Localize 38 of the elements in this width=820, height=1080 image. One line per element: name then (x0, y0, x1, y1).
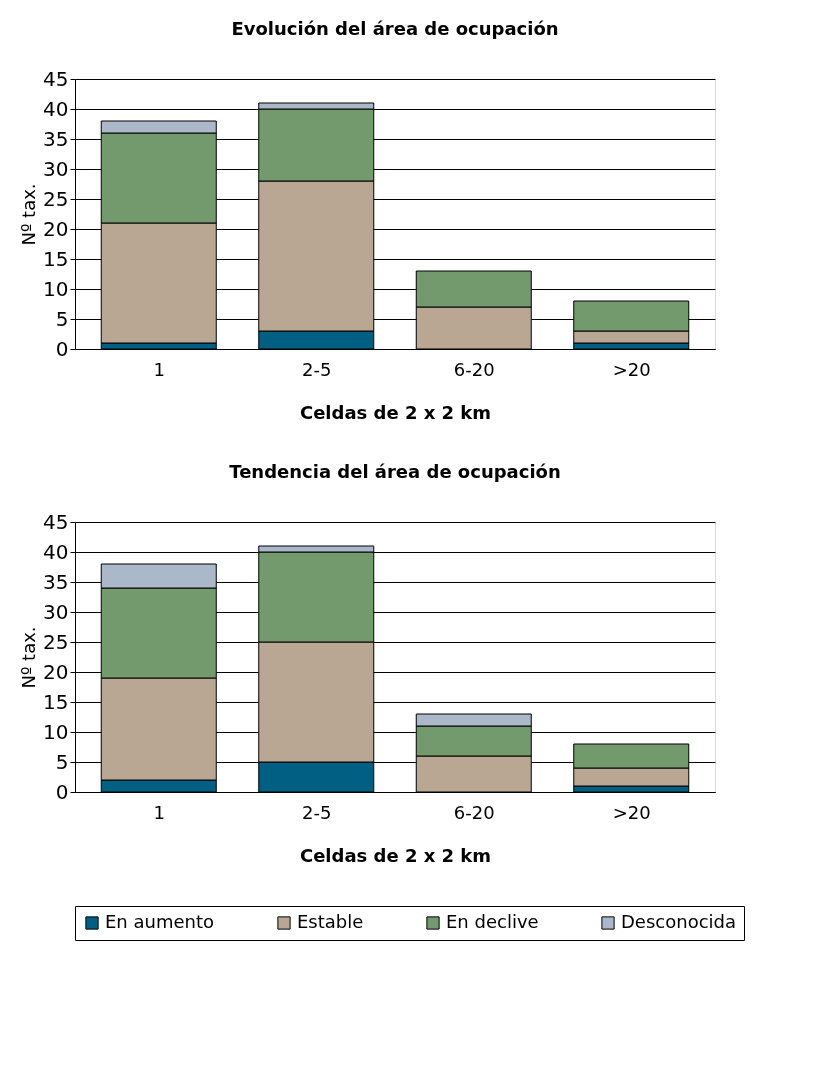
y-tick-label: 30 (43, 599, 69, 624)
y-tick-label: 40 (43, 539, 69, 564)
x-tick-label: >20 (612, 801, 651, 823)
y-tick-label: 25 (43, 186, 69, 211)
x-tick-label: 2-5 (302, 358, 332, 380)
y-tick-label: 35 (43, 569, 69, 594)
y-tick-label: 20 (43, 216, 69, 241)
legend-label: Desconocida (621, 911, 736, 932)
legend-label: En aumento (105, 911, 215, 932)
x-axis-title: Celdas de 2 x 2 km (299, 844, 492, 866)
legend-label: Estable (297, 911, 364, 932)
x-tick-label: 2-5 (302, 801, 332, 823)
y-tick-label: 40 (43, 96, 69, 121)
y-axis-title: Nº tax. (18, 626, 40, 689)
legend-label: En declive (446, 911, 539, 932)
x-tick-label: 6-20 (453, 801, 495, 823)
x-tick-label: 1 (153, 801, 165, 823)
y-tick-label: 5 (55, 306, 69, 331)
y-tick-label: 45 (43, 509, 69, 534)
y-axis-title: Nº tax. (18, 183, 40, 246)
y-tick-label: 45 (43, 66, 69, 91)
y-tick-label: 10 (43, 276, 69, 301)
y-tick-label: 10 (43, 719, 69, 744)
y-tick-label: 20 (43, 659, 69, 684)
x-tick-label: >20 (612, 358, 651, 380)
chart-title: Tendencia del área de ocupación (229, 461, 561, 482)
y-tick-label: 30 (43, 156, 69, 181)
x-axis-title: Celdas de 2 x 2 km (299, 401, 492, 423)
y-tick-label: 25 (43, 629, 69, 654)
chart-title: Evolución del área de ocupación (231, 18, 559, 39)
y-tick-label: 15 (43, 689, 69, 714)
y-tick-label: 5 (55, 749, 69, 774)
y-tick-label: 0 (55, 336, 69, 361)
y-tick-label: 0 (55, 779, 69, 804)
x-tick-label: 6-20 (453, 358, 495, 380)
y-tick-label: 15 (43, 246, 69, 271)
x-tick-label: 1 (153, 358, 165, 380)
y-tick-label: 35 (43, 126, 69, 151)
